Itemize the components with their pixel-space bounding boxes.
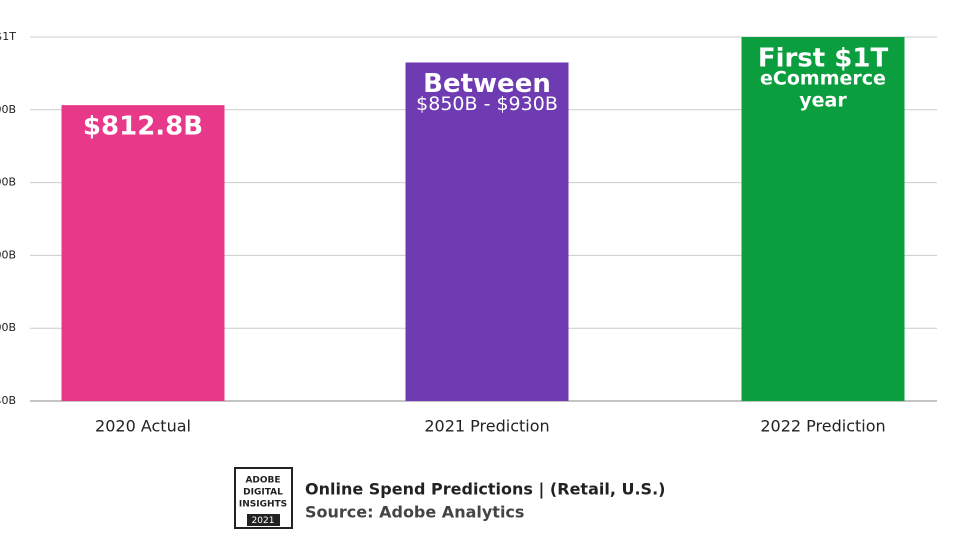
y-tick-label: $800B — [0, 103, 16, 116]
badge-line: INSIGHTS — [239, 500, 287, 510]
bar-text: $850B - $930B — [416, 93, 558, 115]
y-tick-label: $0B — [0, 394, 16, 407]
badge-line: DIGITAL — [243, 488, 283, 498]
bar-text: First $1T — [758, 44, 889, 74]
x-tick-label: 2021 Prediction — [424, 417, 549, 436]
bar — [741, 37, 905, 401]
x-tick-label: 2020 Actual — [95, 417, 191, 436]
badge-year: 2021 — [252, 516, 275, 526]
bar — [61, 105, 225, 401]
bar-text: Between — [423, 69, 551, 99]
y-tick-label: $400B — [0, 248, 16, 261]
y-tick-label: $200B — [0, 321, 16, 334]
bar — [405, 62, 569, 401]
badge-year-box — [247, 514, 280, 526]
y-tick-label: $1T — [0, 30, 16, 43]
bar-text: year — [799, 90, 847, 112]
bar-text: eCommerce — [760, 68, 886, 90]
source: Source: Adobe Analytics — [305, 503, 524, 522]
badge-line: ADOBE — [245, 476, 280, 486]
y-tick-label: $600B — [0, 176, 16, 189]
x-tick-label: 2022 Prediction — [760, 417, 885, 436]
caption: Online Spend Predictions | (Retail, U.S.… — [305, 480, 665, 500]
bar-text: $812.8B — [83, 112, 203, 142]
